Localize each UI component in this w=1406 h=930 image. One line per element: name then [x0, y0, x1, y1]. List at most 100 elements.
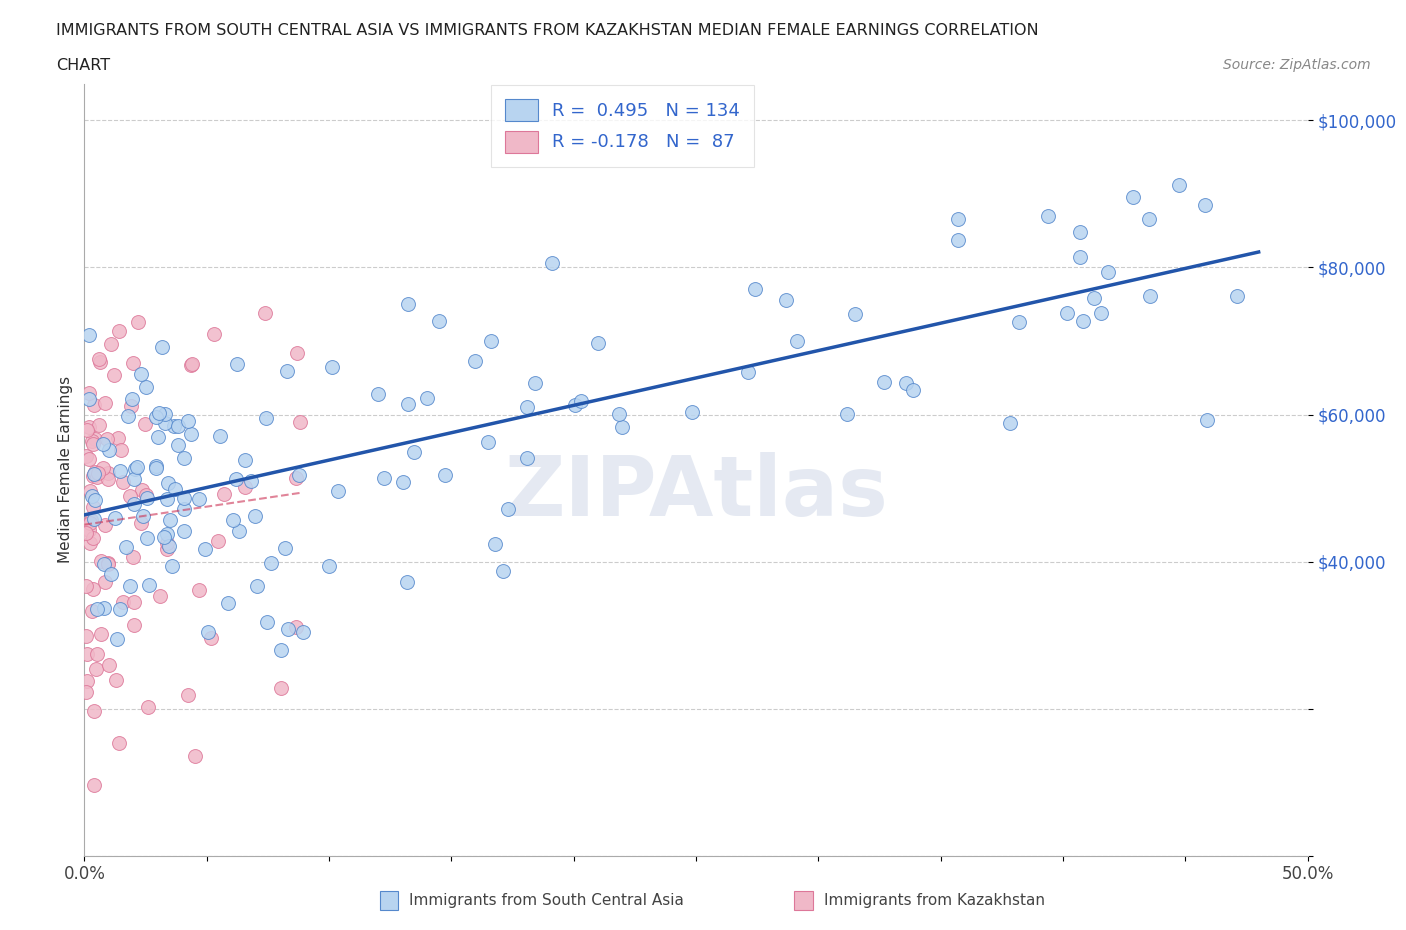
Point [1069, 250, 1091, 265]
Point [94, 518, 117, 533]
Point [254, 305, 277, 320]
Point [91, 460, 114, 475]
Point [138, 578, 160, 592]
Point [75, 629, 97, 644]
Point [328, 484, 350, 498]
Point [1071, 313, 1094, 328]
Point [1194, 197, 1216, 212]
Point [284, 471, 307, 485]
Point [1069, 225, 1091, 240]
Point [90, 553, 112, 568]
Point [121, 355, 143, 370]
Point [122, 497, 145, 512]
Point [222, 512, 245, 527]
Point [97, 465, 120, 480]
Point [396, 397, 419, 412]
Point [148, 429, 170, 444]
Point [87, 418, 110, 432]
Point [150, 339, 173, 354]
Text: Immigrants from Kazakhstan: Immigrants from Kazakhstan [824, 893, 1045, 908]
Point [104, 673, 127, 688]
Point [103, 367, 125, 382]
Point [83, 777, 105, 792]
Point [83, 704, 105, 719]
Point [96, 432, 118, 446]
Point [1197, 412, 1219, 427]
Point [157, 538, 180, 553]
Point [108, 324, 131, 339]
Point [744, 282, 766, 297]
Point [75, 448, 97, 463]
Point [105, 632, 128, 647]
Point [83, 465, 105, 480]
Point [1097, 265, 1119, 280]
Point [82, 581, 104, 596]
Point [131, 483, 153, 498]
Point [77, 392, 100, 406]
Point [200, 631, 222, 645]
Point [416, 391, 439, 405]
Point [155, 406, 177, 421]
Point [225, 472, 247, 486]
Point [287, 468, 309, 483]
Point [77, 523, 100, 538]
Point [396, 297, 419, 312]
Point [136, 531, 159, 546]
Point [177, 414, 200, 429]
Point [97, 472, 120, 486]
Point [149, 589, 172, 604]
Point [100, 337, 122, 352]
Point [896, 376, 918, 391]
Point [93, 574, 115, 589]
Point [737, 364, 759, 379]
Point [83, 512, 105, 526]
Point [194, 541, 217, 556]
Point [127, 460, 149, 475]
Point [245, 509, 267, 524]
Point [104, 511, 127, 525]
Y-axis label: Median Female Earnings: Median Female Earnings [58, 376, 73, 564]
Point [433, 468, 456, 483]
Point [127, 314, 149, 329]
Point [82, 499, 104, 514]
Point [484, 537, 506, 551]
Point [79, 515, 101, 530]
Point [948, 212, 970, 227]
Point [107, 735, 129, 750]
Point [79, 484, 101, 498]
Point [177, 687, 200, 702]
Point [233, 452, 256, 467]
Point [233, 479, 256, 494]
Point [163, 418, 186, 433]
Point [260, 555, 283, 570]
Point [97, 658, 120, 672]
Point [292, 624, 315, 639]
Point [82, 469, 104, 484]
Point [93, 396, 115, 411]
Point [77, 327, 100, 342]
Point [122, 472, 145, 486]
Point [120, 578, 142, 593]
Point [160, 559, 183, 574]
Point [564, 397, 586, 412]
Point [173, 491, 195, 506]
Point [97, 555, 120, 570]
Point [524, 375, 547, 390]
Point [148, 405, 170, 420]
Point [76, 422, 98, 437]
Point [76, 646, 98, 661]
Point [492, 564, 515, 578]
Point [318, 558, 340, 573]
Point [173, 501, 195, 516]
Point [1083, 290, 1105, 305]
Point [226, 356, 249, 371]
Point [110, 443, 132, 458]
Point [541, 256, 564, 271]
Point [1036, 208, 1059, 223]
Point [188, 583, 211, 598]
Point [609, 406, 631, 421]
Point [100, 567, 122, 582]
Point [1137, 212, 1160, 227]
Point [83, 397, 105, 412]
Point [91, 436, 114, 451]
